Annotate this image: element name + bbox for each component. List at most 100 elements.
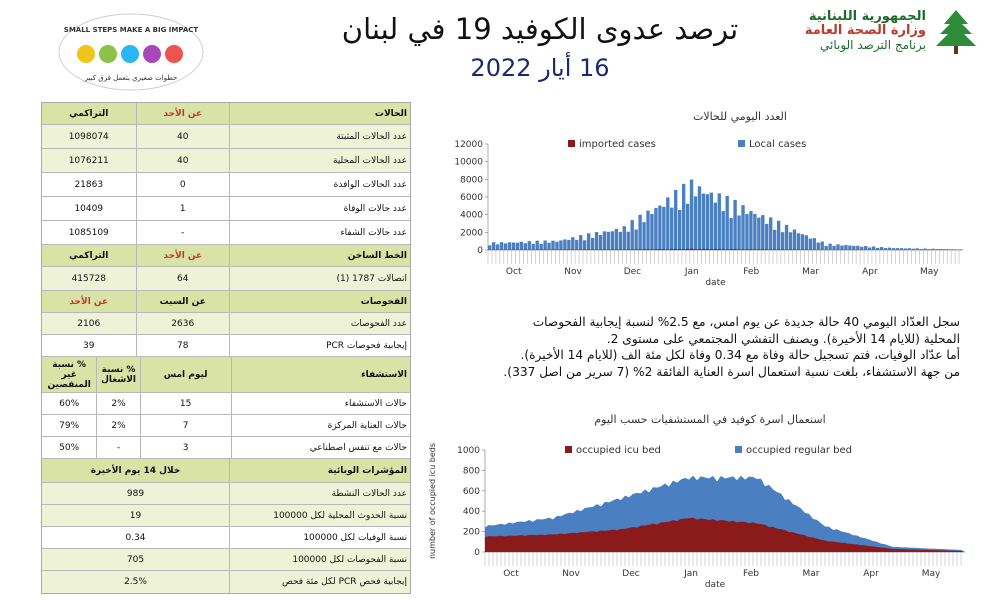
icu-bed-area: [485, 517, 965, 552]
imported-cases-bar: [701, 248, 706, 250]
imported-cases-bar: [610, 249, 615, 250]
local-cases-bar: [951, 249, 955, 250]
local-cases-bar: [571, 237, 575, 250]
month-label: Mar: [802, 267, 819, 277]
imported-cases-bar: [725, 249, 729, 250]
table-row: 10409 1 عدد حالات الوفاة: [42, 197, 410, 221]
imported-cases-bar: [654, 249, 658, 250]
local-cases-bar: [780, 232, 785, 250]
local-cases-bar: [883, 247, 888, 250]
hotline-header-day: عن الأحد: [135, 245, 230, 266]
badge-bottom-text: خطوات صغيري بتعمل فرق كبير: [84, 74, 178, 82]
local-cases-bar: [828, 243, 832, 250]
cell-value: 1085109: [68, 227, 109, 238]
imported-cases-bar: [737, 249, 741, 250]
month-label: Jan: [684, 267, 699, 277]
local-cases-bar: [547, 242, 551, 250]
row-label: حالات الاستشفاء: [230, 393, 410, 414]
local-cases-bar: [705, 194, 710, 250]
ministry-line1: الجمهورية اللبنانية: [808, 9, 926, 24]
local-cases-bar: [499, 242, 504, 250]
local-cases-bar: [646, 210, 650, 250]
hotline-header-cum: التراكمي: [69, 250, 109, 261]
table-row: 415728 64 اتصالات 1787 (1): [42, 267, 410, 291]
local-cases-bar: [939, 248, 943, 250]
y-tick-label: 2000: [460, 228, 483, 238]
local-cases-bar: [693, 196, 698, 250]
y-tick-label: 4000: [460, 211, 483, 221]
table-row: 0.34 نسبة الوفيات لكل 100000: [42, 527, 410, 549]
imported-cases-bar: [618, 249, 622, 250]
daily-cases-chart: 0 2000 4000 6000 8000 10000 12000 Oct Nov Dec Jan F…: [454, 139, 963, 288]
local-cases-bar: [586, 233, 591, 250]
imported-cases-bar: [689, 248, 694, 250]
local-cases-bar: [808, 238, 812, 250]
month-label: May: [922, 569, 941, 579]
summary-line2: المحلية (للايام 14 الأخيرة). ويصنف التفش…: [606, 331, 960, 346]
epi-header-label: المؤشرات الوبائية: [228, 459, 410, 482]
local-cases-bar: [879, 247, 884, 250]
local-cases-bar: [567, 239, 571, 250]
local-cases-bar: [634, 229, 638, 250]
local-cases-bar: [955, 249, 959, 250]
cases-chart-title: العدد اليومي للحالات: [693, 110, 787, 123]
y-tick-label: 400: [463, 507, 480, 517]
local-cases-bar: [899, 248, 904, 250]
y-tick-label: 1000: [457, 446, 480, 456]
y-tick-label: 0: [477, 246, 483, 256]
local-cases-bar: [598, 234, 603, 250]
local-cases-bar: [523, 243, 527, 250]
imported-cases-bar: [741, 249, 745, 250]
local-cases-bar: [875, 247, 880, 250]
month-label: Mar: [803, 569, 820, 579]
hotline-header-row: التراكمي عن الأحد الخط الساخن: [42, 245, 410, 267]
imported-cases-bar: [626, 249, 630, 250]
imported-cases-bar: [678, 249, 682, 250]
cases-header-day: عن الأحد: [135, 103, 230, 124]
table-row: 60% 2% 15 حالات الاستشفاء: [42, 393, 410, 415]
local-cases-bar: [662, 206, 666, 250]
local-cases-bar: [590, 237, 595, 250]
local-cases-bar: [579, 235, 583, 250]
cell-value: 2636: [135, 313, 230, 334]
cell-value: 2%: [96, 393, 139, 414]
local-cases-bar: [773, 229, 777, 250]
table-row: 50% - 3 حالات مع تنفس اصطناعي: [42, 437, 410, 459]
legend-swatch: [565, 446, 572, 453]
local-cases-bar: [721, 211, 725, 250]
local-cases-bar: [753, 213, 757, 250]
local-cases-bar: [717, 193, 721, 250]
table-row: 2.5% إيجابية فحص PCR لكل مئة فحص: [42, 571, 410, 593]
badge-graphic: SMALL STEPS MAKE A BIG IMPACT خطوات صغير…: [58, 13, 204, 91]
cedar-icon: [936, 10, 976, 54]
cell-value: 19: [129, 510, 142, 521]
cell-value: 40: [135, 125, 230, 148]
month-label: Apr: [862, 267, 878, 277]
local-cases-bar: [511, 242, 516, 250]
y-tick-label: 8000: [460, 175, 483, 185]
local-cases-bar: [622, 226, 626, 250]
local-cases-bar: [697, 186, 702, 250]
cell-value: 1098074: [68, 131, 109, 142]
local-cases-bar: [610, 231, 615, 250]
local-cases-bar: [527, 241, 531, 250]
legend-swatch: [568, 140, 575, 147]
month-label: Dec: [622, 569, 639, 579]
local-cases-bar: [776, 220, 781, 250]
legend-label: occupied regular bed: [746, 445, 852, 456]
imported-cases-bar: [721, 249, 725, 250]
table-row: 705 نسبة الفحوصات لكل 100000: [42, 549, 410, 571]
imported-cases-bar: [697, 248, 702, 250]
local-cases-bar: [642, 222, 646, 250]
table-row: 2106 2636 عدد الفحوصات: [42, 313, 410, 335]
local-cases-bar: [947, 249, 951, 250]
month-label: May: [920, 267, 939, 277]
local-cases-bar: [848, 245, 852, 250]
imported-cases-bar: [765, 249, 769, 250]
local-cases-bar: [840, 245, 844, 250]
imported-cases-bar: [685, 248, 690, 250]
local-cases-bar: [911, 248, 915, 250]
local-cases-bar: [943, 249, 947, 250]
local-cases-bar: [670, 207, 674, 250]
cell-value: 415728: [71, 273, 106, 284]
